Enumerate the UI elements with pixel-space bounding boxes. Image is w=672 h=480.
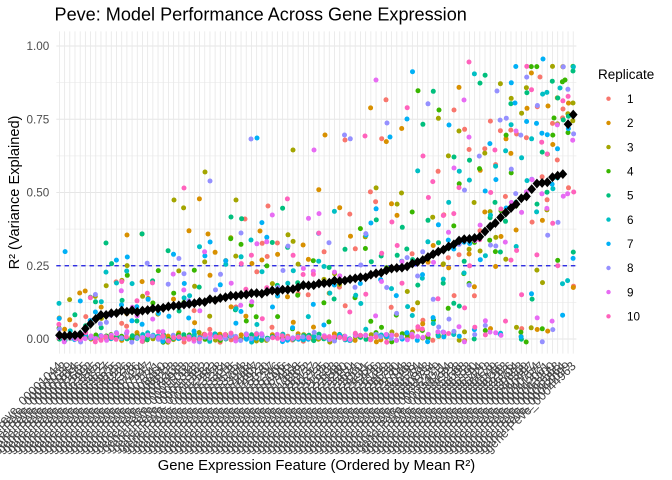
svg-text:1: 1 — [627, 93, 634, 106]
svg-text:Replicate: Replicate — [598, 67, 654, 82]
svg-text:10: 10 — [627, 311, 641, 324]
svg-text:8: 8 — [627, 262, 634, 275]
svg-text:Gene Expression Feature (Order: Gene Expression Feature (Ordered by Mean… — [158, 458, 476, 474]
svg-text:0.75: 0.75 — [27, 113, 50, 126]
svg-text:7: 7 — [627, 238, 634, 251]
svg-text:0.50: 0.50 — [27, 187, 50, 200]
svg-text:Peve: Model Performance Across: Peve: Model Performance Across Gene Expr… — [55, 4, 467, 24]
svg-text:3: 3 — [627, 141, 634, 154]
svg-text:0.25: 0.25 — [27, 260, 50, 273]
svg-text:9: 9 — [627, 286, 634, 299]
svg-text:5: 5 — [627, 190, 634, 203]
svg-text:2: 2 — [627, 117, 634, 130]
svg-text:1.00: 1.00 — [27, 40, 50, 53]
svg-text:6: 6 — [627, 214, 634, 227]
svg-text:0.00: 0.00 — [27, 333, 50, 346]
svg-text:4: 4 — [627, 165, 634, 178]
svg-text:R² (Variance Explained): R² (Variance Explained) — [7, 116, 23, 270]
